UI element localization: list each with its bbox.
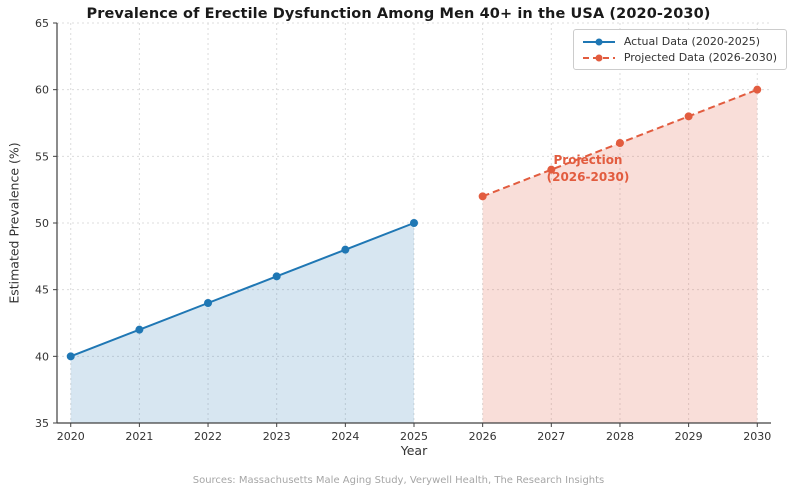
legend: Actual Data (2020-2025) Projected Data (… bbox=[572, 29, 787, 70]
x-tick-label: 2026 bbox=[469, 430, 497, 443]
y-tick-label: 35 bbox=[35, 417, 49, 430]
x-tick-label: 2022 bbox=[194, 430, 222, 443]
data-point-marker bbox=[753, 85, 762, 94]
annotation-line-2: (2026-2030) bbox=[546, 170, 630, 184]
x-tick-label: 2025 bbox=[400, 430, 428, 443]
x-tick-label: 2023 bbox=[263, 430, 291, 443]
projection-annotation: Projection (2026-2030) bbox=[547, 152, 630, 186]
data-point-marker bbox=[547, 165, 556, 174]
y-axis-label: Estimated Prevalence (%) bbox=[6, 142, 22, 304]
sources-footer: Sources: Massachusetts Male Aging Study,… bbox=[192, 475, 605, 486]
y-tick-label: 50 bbox=[35, 217, 49, 230]
data-point-marker bbox=[135, 325, 144, 334]
x-tick-label: 2030 bbox=[743, 430, 771, 443]
legend-item-actual: Actual Data (2020-2025) bbox=[582, 35, 777, 48]
x-tick-label: 2028 bbox=[606, 430, 634, 443]
series-line-0 bbox=[70, 222, 415, 358]
series-area-0 bbox=[70, 223, 414, 423]
data-point-marker bbox=[272, 272, 281, 281]
data-point-marker bbox=[684, 112, 693, 121]
y-tick-label: 55 bbox=[35, 150, 49, 163]
chart-title: Prevalence of Erectile Dysfunction Among… bbox=[86, 6, 711, 22]
legend-swatch-projected-line-icon bbox=[582, 54, 615, 61]
data-point-marker bbox=[615, 139, 624, 147]
data-point-marker bbox=[204, 299, 213, 307]
x-tick-label: 2029 bbox=[675, 430, 703, 443]
x-tick-label: 2021 bbox=[125, 430, 153, 443]
legend-label-projected: Projected Data (2026-2030) bbox=[623, 51, 777, 64]
x-axis-label: Year bbox=[400, 443, 428, 458]
x-tick-label: 2020 bbox=[57, 430, 85, 443]
data-point-marker bbox=[66, 352, 75, 361]
y-tick-label: 40 bbox=[35, 350, 49, 363]
x-tick-label: 2027 bbox=[537, 430, 565, 443]
annotation-line-1: Projection bbox=[553, 153, 623, 167]
y-tick-label: 60 bbox=[35, 84, 49, 97]
y-tick-label: 45 bbox=[35, 284, 49, 297]
y-tick-label: 65 bbox=[35, 17, 49, 30]
data-point-marker bbox=[341, 245, 350, 254]
data-point-marker bbox=[478, 192, 487, 201]
legend-item-projected: Projected Data (2026-2030) bbox=[582, 51, 777, 64]
legend-label-actual: Actual Data (2020-2025) bbox=[623, 35, 761, 48]
x-tick-label: 2024 bbox=[331, 430, 359, 443]
data-point-marker bbox=[410, 219, 418, 227]
legend-swatch-actual-line-icon bbox=[582, 38, 615, 45]
